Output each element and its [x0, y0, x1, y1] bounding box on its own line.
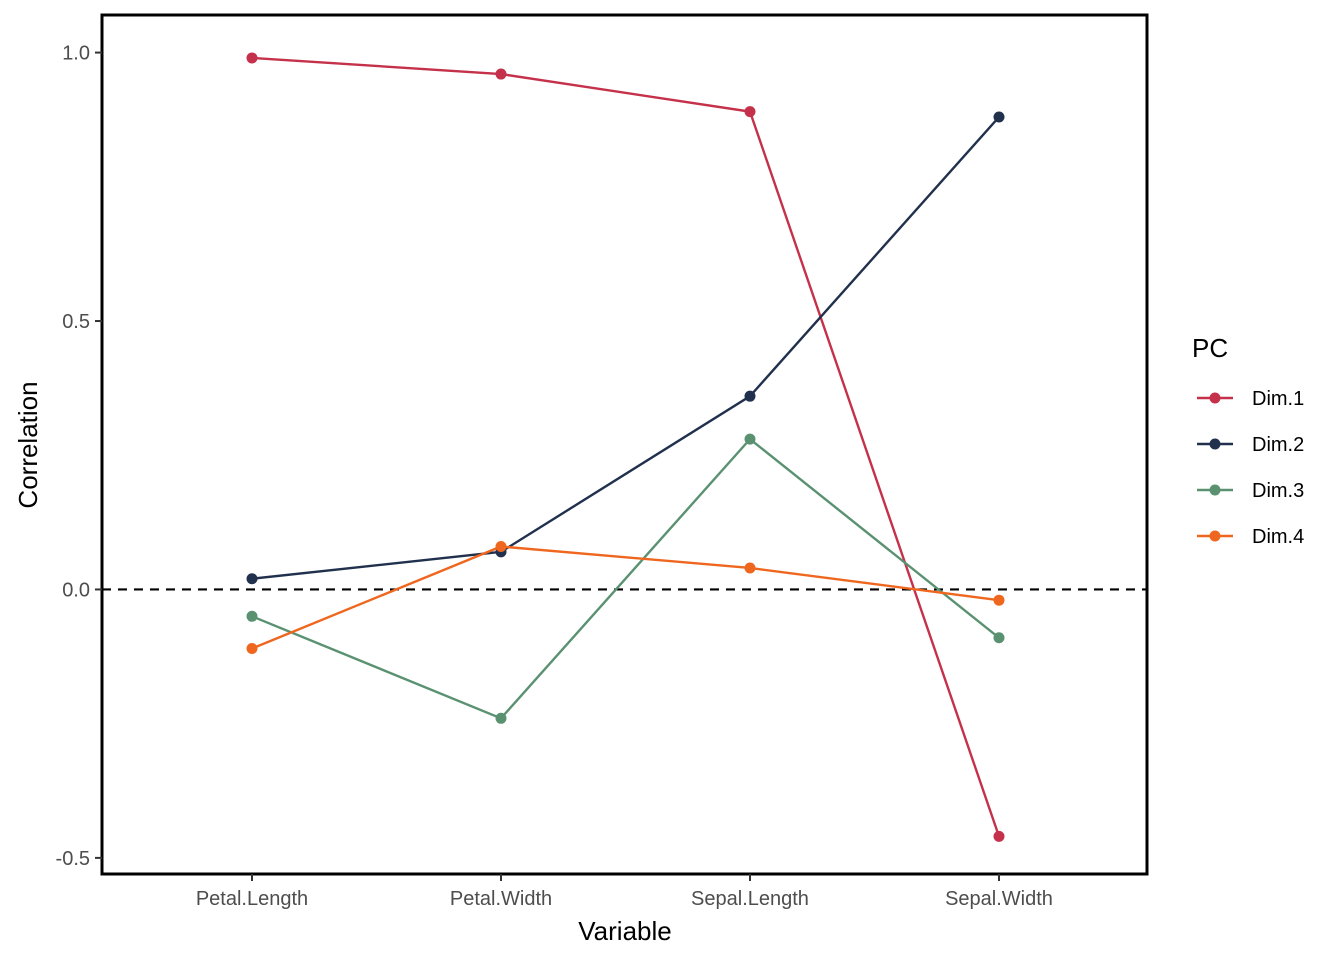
- x-tick-label: Sepal.Length: [691, 888, 809, 910]
- y-tick-label: 0.0: [62, 579, 90, 601]
- data-point: [744, 433, 756, 445]
- data-point: [495, 712, 507, 724]
- series-line: [251, 116, 1000, 580]
- legend-key-point: [1209, 484, 1221, 496]
- legend: PC Dim.1 Dim.2 Dim.3 Dim.4: [1192, 333, 1304, 548]
- series-dim-1: [246, 52, 1005, 842]
- data-point: [993, 111, 1005, 123]
- series-dim-2: [246, 111, 1005, 585]
- data-point: [246, 573, 258, 585]
- x-tick-label: Petal.Length: [196, 888, 308, 910]
- legend-key-point: [1209, 530, 1221, 542]
- series-line: [251, 545, 1000, 650]
- legend-item: Dim.1: [1197, 388, 1304, 410]
- legend-item: Dim.2: [1197, 434, 1304, 456]
- legend-item: Dim.4: [1197, 526, 1304, 548]
- data-point: [993, 830, 1005, 842]
- x-axis: Petal.Length Petal.Width Sepal.Length Sepal…: [196, 874, 1053, 910]
- plot-panel: [100, 13, 1149, 876]
- x-tick-label: Sepal.Width: [945, 888, 1053, 910]
- data-point: [744, 106, 756, 118]
- data-point: [246, 643, 258, 655]
- y-axis-title: Correlation: [13, 381, 43, 508]
- data-point: [246, 52, 258, 64]
- legend-item: Dim.3: [1197, 480, 1304, 502]
- data-point: [744, 562, 756, 574]
- data-point: [246, 610, 258, 622]
- data-point: [993, 632, 1005, 644]
- legend-label: Dim.4: [1252, 526, 1304, 548]
- series-layer: [246, 52, 1005, 842]
- series-dim-3: [246, 433, 1005, 724]
- series-line: [251, 437, 1000, 720]
- legend-label: Dim.2: [1252, 434, 1304, 456]
- legend-label: Dim.3: [1252, 480, 1304, 502]
- legend-title: PC: [1192, 333, 1228, 363]
- y-tick-label: 1.0: [62, 43, 90, 65]
- data-point: [744, 390, 756, 402]
- x-tick-label: Petal.Width: [450, 888, 552, 910]
- x-axis-title: Variable: [578, 916, 671, 946]
- data-point: [495, 68, 507, 80]
- y-axis: -0.5 0.0 0.5 1.0: [56, 43, 102, 870]
- y-tick-label: -0.5: [56, 848, 90, 870]
- series-dim-4: [246, 541, 1005, 655]
- legend-key-point: [1209, 392, 1221, 404]
- legend-key-point: [1209, 438, 1221, 450]
- legend-label: Dim.1: [1252, 388, 1304, 410]
- y-tick-label: 0.5: [62, 311, 90, 333]
- data-point: [993, 594, 1005, 606]
- data-point: [495, 541, 507, 553]
- series-line: [251, 56, 1001, 837]
